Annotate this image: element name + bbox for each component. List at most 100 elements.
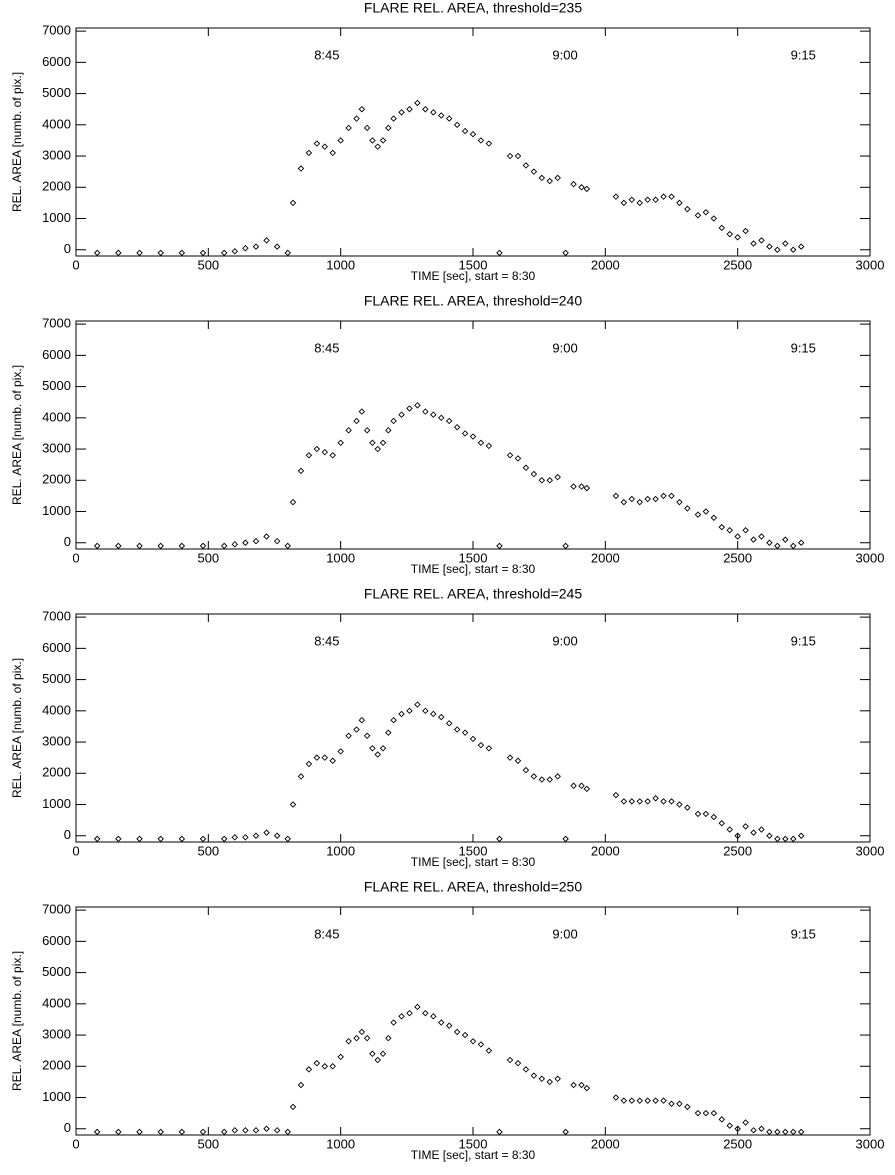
panel: FLARE REL. AREA, threshold=235 TIME [sec]… [10,0,884,283]
y-tick-label: 6000 [42,933,71,948]
data-point [93,249,101,257]
data-point [252,832,260,839]
data-point [538,776,546,783]
data-point [469,130,477,138]
x-tick-label: 2000 [591,550,620,565]
data-point [369,439,376,447]
data-point [178,249,186,257]
y-tick-label: 5000 [42,964,71,979]
data-point [345,1038,352,1045]
y-tick-label: 7000 [42,316,71,331]
data-point [242,244,249,252]
data-point [115,835,122,843]
data-point [469,735,477,743]
y-tick-label: 3000 [42,1026,71,1041]
data-point [538,477,546,484]
x-tick-label: 1000 [326,1136,355,1151]
data-point [199,1128,207,1136]
y-tick-label: 1000 [42,210,71,225]
data-point [438,1019,445,1026]
data-point [461,1031,469,1039]
data-point [742,227,749,235]
data-point [694,1109,702,1117]
x-tick-label: 500 [197,843,219,858]
y-tick-label: 2000 [42,1058,71,1073]
annotation: 9:00 [552,341,577,356]
panel: FLARE REL. AREA, threshold=250 TIME [sec]… [10,879,884,1162]
data-point [612,791,620,799]
data-point [562,1128,569,1136]
data-point [178,835,186,843]
data-point [363,1034,371,1042]
data-point [660,798,667,805]
data-point [313,445,321,453]
data-point [178,542,186,550]
data-point [406,405,413,412]
data-point [612,492,620,500]
data-point [684,1103,691,1111]
data-point [562,249,569,257]
y-tick-label: 7000 [42,609,71,624]
data-point [414,402,421,409]
data-point [263,533,270,540]
data-point [199,542,207,550]
data-point [652,495,659,503]
data-point [390,417,397,425]
data-point [115,1128,122,1136]
x-axis-label: TIME [sec], start = 8:30 [411,855,536,869]
data-point [273,243,281,250]
y-tick-label: 6000 [42,640,71,655]
data-point [263,829,270,836]
data-point [546,477,553,484]
y-tick-label: 0 [64,1120,71,1135]
x-tick-label: 2000 [591,1136,620,1151]
y-axis-label: REL. AREA [numb. of pix.] [10,658,24,798]
data-point [337,1053,344,1061]
data-point [774,1128,781,1136]
data-point [636,1097,643,1104]
y-tick-label: 2000 [42,472,71,487]
data-point [766,243,773,250]
data-point [453,121,461,129]
data-point [157,249,164,257]
data-point [406,105,413,113]
data-point [676,199,683,207]
data-point [363,124,371,132]
y-tick-label: 5000 [42,85,71,100]
data-point [353,1034,360,1042]
data-point [636,498,643,506]
data-point [398,1013,405,1020]
x-tick-label: 3000 [856,1136,885,1151]
data-point [305,1066,313,1073]
data-point [379,745,387,752]
data-point [358,105,366,113]
x-tick-label: 1500 [459,550,488,565]
data-point [273,537,281,545]
data-point [353,417,360,425]
data-point [485,745,493,752]
y-axis-label: REL. AREA [numb. of pix.] [10,72,24,212]
data-point [289,498,297,506]
data-point [710,514,718,522]
data-point [514,455,522,462]
data-point [644,1097,651,1104]
chart-title: FLARE REL. AREA, threshold=235 [364,0,582,16]
data-point [469,1038,477,1045]
data-point [546,776,553,783]
x-tick-label: 1000 [326,843,355,858]
panel: FLARE REL. AREA, threshold=245 TIME [sec]… [10,586,884,869]
data-point [620,1097,628,1104]
data-point [628,196,636,204]
data-point [750,536,757,543]
data-point [530,470,538,478]
annotation: 8:45 [314,48,339,63]
data-point [353,726,360,733]
data-point [782,536,789,543]
data-point [199,249,207,257]
data-point [583,484,591,492]
data-point [414,1003,421,1011]
data-point [178,1128,186,1136]
data-point [702,810,710,818]
data-point [422,1009,429,1017]
